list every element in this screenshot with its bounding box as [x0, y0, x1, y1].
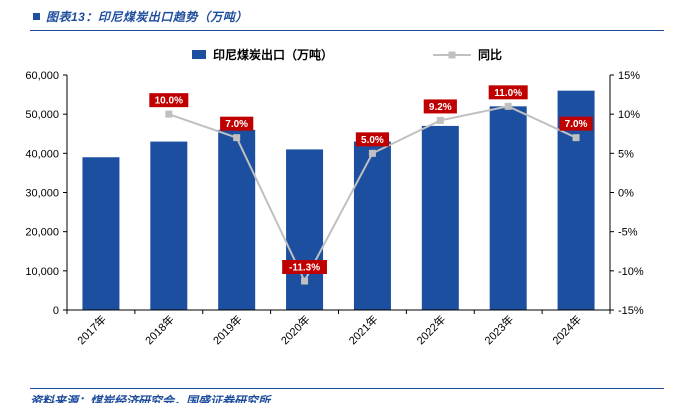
source-note: 资料来源：煤炭经济研究会，国盛证券研究所: [30, 394, 271, 403]
legend-item-bar: 印尼煤炭出口（万吨）: [191, 46, 333, 63]
x-axis-category-label: 2021年: [346, 312, 381, 347]
data-label-text: -11.3%: [289, 263, 320, 274]
x-axis-category-label: 2020年: [278, 312, 313, 347]
left-axis-label: 30,000: [25, 188, 59, 200]
right-axis-label: 0%: [618, 188, 634, 200]
left-axis-label: 10,000: [25, 266, 59, 278]
line-swatch-icon: [433, 51, 471, 58]
legend-item-line: 同比: [433, 46, 502, 63]
footer-divider: [30, 388, 664, 389]
figure-header: 图表13：印尼煤炭出口趋势（万吨）: [33, 8, 248, 25]
left-axis-label: 50,000: [25, 109, 59, 121]
left-axis-label: 40,000: [25, 148, 59, 160]
figure-title: 图表13：印尼煤炭出口趋势（万吨）: [46, 10, 248, 24]
bar-swatch-icon: [191, 50, 206, 59]
left-axis-label: 0: [53, 305, 59, 317]
yoy-line-marker: [301, 277, 309, 285]
x-axis-category-label: 2023年: [481, 312, 516, 347]
x-axis-category-label: 2018年: [142, 312, 177, 347]
yoy-line-marker: [436, 116, 444, 124]
yoy-line-marker: [165, 110, 173, 118]
right-axis-label: -5%: [618, 227, 638, 239]
yoy-line-marker: [368, 149, 376, 157]
data-label-text: 9.2%: [429, 102, 452, 113]
data-label-text: 7.0%: [565, 119, 588, 130]
right-axis-label: 10%: [618, 109, 640, 121]
data-label-box: [220, 116, 254, 131]
right-axis-label: -15%: [618, 305, 644, 317]
right-axis-label: 5%: [618, 148, 634, 160]
data-label-text: 7.0%: [225, 119, 248, 130]
yoy-line-marker: [572, 134, 580, 142]
data-label-box: [282, 260, 327, 275]
x-axis-category-label: 2019年: [210, 312, 245, 347]
legend-bar-label: 印尼煤炭出口（万吨）: [212, 48, 333, 62]
bar-2021年: [353, 141, 391, 310]
bar-2018年: [150, 141, 188, 310]
yoy-line-marker: [233, 134, 241, 142]
data-label-text: 5.0%: [361, 135, 384, 146]
data-label-box: [149, 93, 189, 108]
bar-2023年: [489, 106, 527, 310]
header-divider: [30, 30, 664, 31]
x-axis-category-label: 2024年: [549, 312, 584, 347]
right-axis-label: -10%: [618, 266, 644, 278]
title-bullet-icon: [33, 13, 40, 20]
x-axis-category-label: 2022年: [413, 312, 448, 347]
left-axis-label: 20,000: [25, 227, 59, 239]
bar-2019年: [218, 129, 256, 310]
data-label-box: [355, 132, 390, 147]
x-axis-category-label: 2017年: [74, 312, 109, 347]
left-axis-label: 60,000: [25, 70, 59, 82]
bar-2017年: [82, 157, 120, 310]
yoy-line-marker: [504, 102, 512, 110]
bar-2020年: [286, 149, 324, 310]
data-label-text: 11.0%: [494, 88, 522, 99]
data-label-box: [423, 99, 457, 114]
data-label-box: [559, 116, 593, 131]
data-label-text: 10.0%: [155, 96, 183, 107]
legend-line-label: 同比: [478, 48, 503, 62]
data-label-box: [488, 85, 528, 100]
line-marker-icon: [448, 51, 456, 58]
bar-2022年: [421, 125, 459, 311]
right-axis-label: 15%: [618, 70, 640, 82]
chart-legend: 印尼煤炭出口（万吨） 同比: [0, 46, 694, 63]
